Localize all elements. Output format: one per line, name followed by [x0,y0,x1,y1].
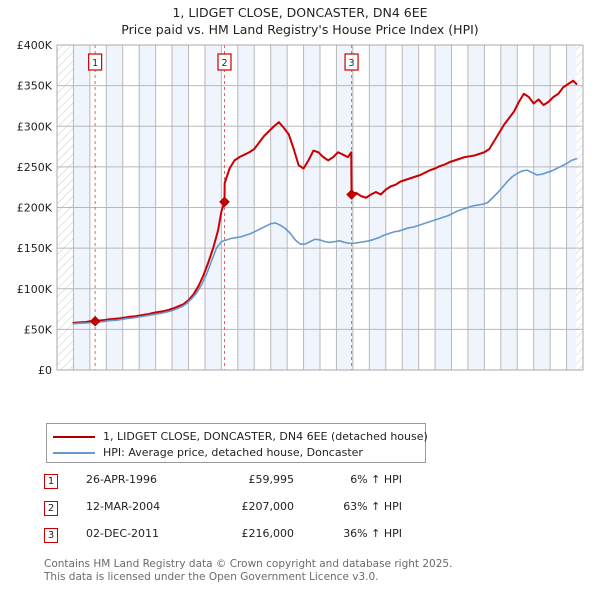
footer-line-2: This data is licensed under the Open Gov… [44,570,379,583]
legend-item-hpi: HPI: Average price, detached house, Donc… [53,445,419,460]
price-chart: £0 £50K £100K £150K £200K £250K £300K £350K £400… [0,40,600,375]
sale-date: 26-APR-1996 [86,473,158,486]
sale-price: £207,000 [241,500,295,513]
sale-points [89,189,357,327]
sale-price: £216,000 [241,527,295,540]
sale-marker-lines [94,45,353,370]
y-axis-labels: £0 £50K £100K £150K £200K £250K £300K £350K £400… [17,40,53,375]
chart-subtitle: Price paid vs. HM Land Registry's House … [121,22,479,37]
sale-price: £59,995 [248,473,295,486]
table-row: 2 12-MAR-2004 £207,000 63% ↑ HPI [44,499,464,526]
sale-hpi-delta: 36% ↑ HPI [343,527,402,540]
legend-item-price-paid: 1, LIDGET CLOSE, DONCASTER, DN4 6EE (det… [53,429,428,444]
sale-date: 02-DEC-2011 [86,527,160,540]
sale-index-badge: 2 [44,501,58,516]
svg-text:2: 2 [221,58,227,69]
svg-text:3: 3 [349,58,355,69]
chart-title: 1, LIDGET CLOSE, DONCASTER, DN4 6EE [172,5,428,20]
table-row: 3 02-DEC-2011 £216,000 36% ↑ HPI [44,526,464,553]
sale-marker-boxes: 1 2 3 [88,53,359,71]
legend-swatch-hpi [53,451,95,454]
sale-hpi-delta: 6% ↑ HPI [350,473,402,486]
chart-canvas: £0 £50K £100K £150K £200K £250K £300K £350K £400… [17,40,584,375]
legend-label-price-paid: 1, LIDGET CLOSE, DONCASTER, DN4 6EE (det… [103,430,428,443]
footer-attribution: Contains HM Land Registry data © Crown c… [44,558,584,583]
table-row: 1 26-APR-1996 £59,995 6% ↑ HPI [44,472,464,499]
svg-text:£300K: £300K [17,120,53,133]
sales-history-table: 1 26-APR-1996 £59,995 6% ↑ HPI 2 12-MAR-… [44,472,464,553]
series-lines [72,79,578,325]
plot-border [56,44,584,371]
svg-text:£150K: £150K [17,242,53,255]
svg-text:£50K: £50K [24,323,53,336]
footer-line-1: Contains HM Land Registry data © Crown c… [44,558,453,570]
sale-index-badge: 1 [44,474,58,489]
chart-legend: 1, LIDGET CLOSE, DONCASTER, DN4 6EE (det… [46,423,428,463]
svg-text:£100K: £100K [17,283,53,296]
sale-date: 12-MAR-2004 [86,500,161,513]
svg-text:1: 1 [92,58,98,69]
svg-text:£250K: £250K [17,161,53,174]
page-title: 1, LIDGET CLOSE, DONCASTER, DN4 6EE Pric… [0,4,600,38]
svg-text:£400K: £400K [17,40,53,52]
svg-text:£200K: £200K [17,202,53,215]
svg-text:£0: £0 [38,364,52,375]
legend-label-hpi: HPI: Average price, detached house, Donc… [103,446,363,459]
svg-text:£350K: £350K [17,80,53,93]
legend-swatch-price-paid [53,435,95,438]
sale-index-badge: 3 [44,528,58,543]
sale-hpi-delta: 63% ↑ HPI [343,500,402,513]
